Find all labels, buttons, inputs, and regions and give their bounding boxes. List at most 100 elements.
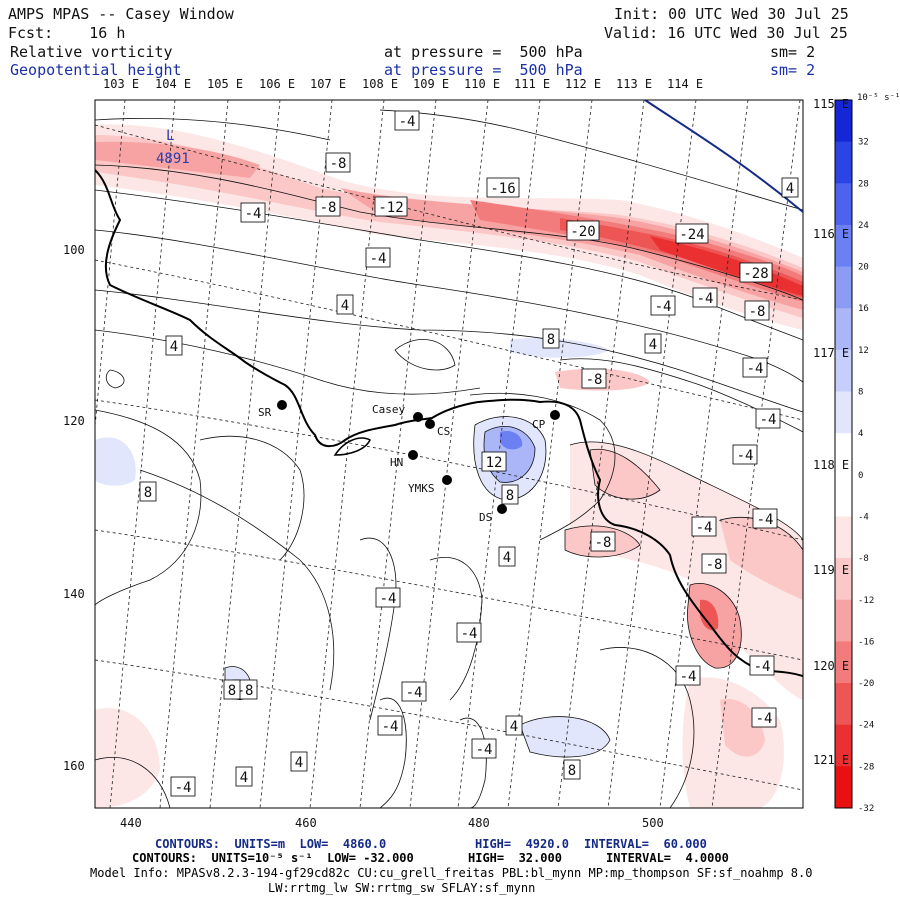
svg-text:-4: -4 (737, 448, 754, 464)
colorbar-frame (834, 99, 853, 809)
svg-text:-28: -28 (743, 266, 768, 282)
field1-smoothing: sm= 2 (770, 43, 816, 61)
field2-level: at pressure = 500 hPa (384, 61, 583, 79)
station-dot-ymks[interactable] (442, 475, 452, 485)
contour-label: -4 (365, 247, 391, 268)
contour-label: 4 (336, 294, 354, 315)
station-dot-ds[interactable] (497, 504, 507, 514)
contour-label: -4 (170, 776, 196, 797)
contour-label: 8 (501, 484, 519, 505)
colorbar-segment (835, 433, 852, 476)
contour-label: 8 (139, 481, 157, 502)
contour-label: 4 (781, 177, 799, 198)
right-longitude-label: 118 E (813, 458, 850, 472)
colorbar-segment (835, 766, 852, 809)
contour-label: -4 (675, 665, 701, 686)
colorbar-segment (835, 516, 852, 559)
x-axis-tick-label: 500 (642, 816, 664, 830)
contour-label: -4 (394, 110, 420, 131)
colorbar-segment (835, 683, 852, 726)
x-axis-tick-label: 460 (295, 816, 317, 830)
vorticity-patch (95, 708, 160, 808)
right-longitude-label: 117 E (813, 346, 850, 360)
svg-text:4: 4 (786, 181, 794, 197)
shaded-vorticity-fields (95, 124, 803, 808)
station-dot-hn[interactable] (408, 450, 418, 460)
station-dot-cs[interactable] (425, 419, 435, 429)
svg-text:-4: -4 (680, 669, 697, 685)
svg-text:8: 8 (228, 683, 236, 699)
station-label: DS (479, 511, 492, 524)
top-longitude-label: 112 E (565, 77, 602, 91)
colorbar: 32 28 24 20 16 12 8 4 0 -4 -8 -12 -16 -20 -24 -28 -32 (834, 99, 874, 814)
contour-label: -24 (675, 223, 709, 244)
colorbar-label: 20 (858, 263, 869, 273)
contour-label: 4 (644, 333, 662, 354)
forecast-hour: Fcst: 16 h (8, 24, 126, 42)
top-longitude-label: 107 E (310, 77, 347, 91)
svg-text:8: 8 (144, 485, 152, 501)
svg-text:8: 8 (547, 332, 555, 348)
station-dot-sr[interactable] (277, 400, 287, 410)
svg-text:-4: -4 (697, 291, 714, 307)
colorbar-segment (835, 599, 852, 642)
contour-label: -4 (749, 655, 775, 676)
colorbar-label: -20 (858, 679, 874, 689)
svg-text:-4: -4 (370, 251, 387, 267)
colorbar-label: 28 (858, 179, 869, 189)
contour-label: -4 (401, 681, 427, 702)
field1-name: Relative vorticity (10, 43, 173, 61)
contour-label: -20 (566, 220, 600, 241)
svg-text:-4: -4 (406, 685, 423, 701)
contour-label: -4 (456, 622, 482, 643)
top-longitude-label: 113 E (616, 77, 653, 91)
svg-text:-8: -8 (330, 156, 347, 172)
field2-smoothing: sm= 2 (770, 61, 816, 79)
svg-text:8: 8 (568, 763, 576, 779)
right-longitude-label: 120 E (813, 659, 850, 673)
contour-label: -4 (471, 738, 497, 759)
contour-label: 4 (235, 766, 253, 787)
colorbar-segment (835, 349, 852, 393)
svg-text:-4: -4 (757, 512, 774, 528)
colorbar-segment (835, 183, 852, 226)
colorbar-label: -16 (858, 637, 874, 647)
contour-label: -4 (751, 707, 777, 728)
valid-time: Valid: 16 UTC Wed 30 Jul 25 (604, 24, 848, 42)
contour-label: 4 (165, 335, 183, 356)
vorticity-contour-high: HIGH= 32.000 (468, 851, 562, 865)
y-axis-tick-label: 120 (63, 414, 85, 428)
svg-text:-4: -4 (696, 520, 713, 536)
contour-label: -4 (240, 202, 266, 223)
model-info: Model Info: MPASv8.2.3-194-gf29cd82c CU:… (90, 866, 813, 880)
contour-label: -8 (744, 300, 770, 321)
svg-text:-8: -8 (706, 557, 723, 573)
station-markers (277, 400, 560, 514)
chart-title: AMPS MPAS -- Casey Window (8, 5, 234, 23)
field1-level: at pressure = 500 hPa (384, 43, 583, 61)
contour-label: -4 (742, 357, 768, 378)
svg-text:4: 4 (503, 550, 511, 566)
colorbar-label: -12 (858, 596, 874, 606)
colorbar-label: 12 (858, 346, 869, 356)
station-dot-casey[interactable] (413, 412, 423, 422)
y-axis-tick-label: 160 (63, 759, 85, 773)
vorticity-positive (500, 430, 523, 450)
colorbar-segment (835, 100, 852, 143)
colorbar-segment (835, 224, 852, 268)
contour-label: -4 (752, 508, 778, 529)
svg-text:-8: -8 (320, 200, 337, 216)
colorbar-label: 4 (858, 429, 863, 439)
height-contour-high: HIGH= 4920.0 (475, 837, 569, 851)
station-dot-cp[interactable] (550, 410, 560, 420)
height-contour-interval: INTERVAL= 60.000 (584, 837, 707, 851)
contour-label: -8 (590, 531, 616, 552)
colorbar-label: 8 (858, 388, 863, 398)
x-axis-tick-label: 440 (120, 816, 142, 830)
colorbar-label: 16 (858, 304, 869, 314)
vorticity-patch (720, 517, 803, 600)
svg-text:4: 4 (295, 755, 303, 771)
right-longitude-label: 116 E (813, 227, 850, 241)
svg-text:-4: -4 (461, 626, 478, 642)
